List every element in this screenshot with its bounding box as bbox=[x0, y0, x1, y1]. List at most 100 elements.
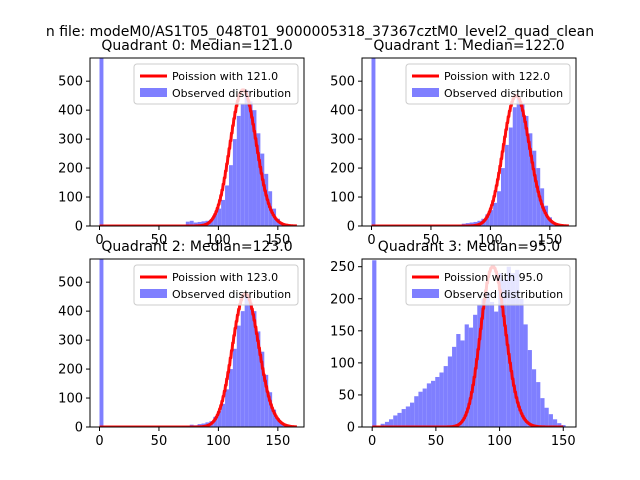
y-tick-label: 250 bbox=[330, 260, 355, 275]
x-tick-label: 0 bbox=[368, 434, 376, 449]
histogram-bar bbox=[456, 334, 461, 427]
histogram-bar bbox=[99, 58, 104, 226]
y-tick-label: 50 bbox=[338, 388, 355, 403]
legend-observed-label: Observed distribution bbox=[444, 87, 563, 100]
poisson-line bbox=[371, 265, 565, 427]
histogram-bar bbox=[493, 202, 498, 226]
histogram-bar bbox=[524, 115, 529, 226]
legend-poisson-label: Poission with 95.0 bbox=[444, 271, 543, 284]
legend-observed-swatch bbox=[140, 289, 167, 298]
x-tick-label: 100 bbox=[487, 434, 512, 449]
y-tick-label: 100 bbox=[330, 191, 355, 206]
histogram-bar bbox=[248, 302, 253, 427]
x-tick-label: 50 bbox=[151, 434, 168, 449]
histogram-bar bbox=[485, 214, 490, 226]
y-tick-label: 400 bbox=[330, 104, 355, 119]
histogram-bar bbox=[414, 396, 419, 427]
subplot-0: 0 50 100 150 0 100 200 300 400 500 Quadrant 0: Med… bbox=[58, 38, 305, 248]
legend-observed-label: Observed distribution bbox=[172, 288, 291, 301]
histogram-bar bbox=[384, 421, 390, 427]
y-tick-label: 500 bbox=[58, 276, 83, 291]
histogram-bar bbox=[508, 127, 513, 226]
histogram-bar bbox=[540, 398, 545, 427]
histogram-bar bbox=[221, 199, 226, 226]
histogram-bar bbox=[519, 298, 524, 427]
histogram-bar bbox=[228, 165, 233, 226]
legend-box bbox=[133, 264, 299, 306]
y-tick-label: 0 bbox=[75, 220, 83, 235]
histogram-bar bbox=[256, 331, 261, 427]
histogram-bar bbox=[225, 185, 229, 226]
histogram-bar bbox=[185, 221, 190, 226]
histogram-bar bbox=[520, 104, 525, 226]
histogram-bar bbox=[426, 383, 432, 427]
histogram-bar bbox=[498, 273, 503, 427]
legend-poisson-label: Poission with 122.0 bbox=[444, 70, 550, 83]
histogram-bar bbox=[248, 101, 253, 226]
x-tick-label: 150 bbox=[551, 434, 576, 449]
y-tick-label: 300 bbox=[330, 133, 355, 148]
histogram-bar bbox=[516, 95, 521, 226]
histogram-bar bbox=[397, 412, 402, 427]
x-tick-label: 150 bbox=[537, 233, 562, 248]
histogram-bar bbox=[557, 423, 562, 427]
histogram-bar bbox=[464, 324, 469, 427]
axes-frame bbox=[89, 57, 305, 227]
histogram-bar bbox=[193, 222, 198, 226]
histogram-bar bbox=[232, 139, 237, 226]
histogram-bar bbox=[272, 409, 277, 427]
histogram-bar bbox=[502, 279, 507, 427]
histogram-bar bbox=[279, 423, 284, 427]
histogram-bar bbox=[561, 425, 566, 427]
histogram-bar bbox=[494, 311, 499, 427]
axes-frame bbox=[361, 57, 577, 227]
y-tick-label: 0 bbox=[75, 421, 83, 436]
histogram-bar bbox=[256, 133, 261, 226]
legend: Poission with 95.0 Observed distribution bbox=[405, 264, 571, 306]
histogram-bar bbox=[422, 388, 427, 427]
y-tick-label: 400 bbox=[58, 104, 83, 119]
histogram-bar bbox=[244, 293, 249, 427]
histogram-bar bbox=[536, 382, 541, 427]
y-tick-label: 0 bbox=[347, 220, 355, 235]
histogram-bar bbox=[435, 376, 440, 427]
histogram-bar bbox=[452, 346, 457, 427]
histogram-bar bbox=[512, 107, 517, 226]
histogram-bar bbox=[418, 391, 423, 427]
histogram-bar bbox=[497, 191, 501, 226]
histogram-bar bbox=[527, 350, 532, 427]
histogram-bar bbox=[477, 305, 482, 427]
histogram-bar bbox=[500, 168, 505, 226]
x-tick-label: 50 bbox=[151, 233, 168, 248]
y-tick-label: 400 bbox=[58, 305, 83, 320]
legend-box bbox=[405, 63, 571, 105]
histogram-bar bbox=[217, 411, 222, 427]
histogram-bar bbox=[240, 104, 245, 226]
legend: Poission with 121.0 Observed distribution bbox=[133, 63, 299, 105]
x-tick-label: 150 bbox=[265, 233, 290, 248]
y-tick-label: 200 bbox=[330, 292, 355, 307]
legend-observed-label: Observed distribution bbox=[172, 87, 291, 100]
histogram-bar bbox=[515, 269, 520, 427]
histogram-bar bbox=[228, 369, 233, 427]
histogram-bar bbox=[447, 356, 453, 427]
histogram-bar bbox=[469, 222, 474, 226]
subplot-title: Quadrant 1: Median=122.0 bbox=[373, 38, 564, 54]
x-tick-label: 50 bbox=[423, 233, 440, 248]
histogram-bar bbox=[240, 311, 245, 427]
legend: Poission with 123.0 Observed distribution bbox=[133, 264, 299, 306]
histogram-bar bbox=[401, 409, 406, 427]
histogram-bar bbox=[481, 298, 486, 427]
histogram-bar bbox=[197, 221, 202, 226]
histogram-bar bbox=[99, 259, 104, 427]
subplot-1: 0 50 100 150 0 100 200 300 400 500 Quadrant 1: Med… bbox=[330, 38, 577, 248]
x-tick-label: 100 bbox=[206, 434, 231, 449]
histogram-bar bbox=[510, 273, 516, 427]
legend-poisson-label: Poission with 121.0 bbox=[172, 70, 278, 83]
histogram-bar bbox=[410, 402, 415, 427]
legend: Poission with 122.0 Observed distribution bbox=[405, 63, 571, 105]
legend-observed-swatch bbox=[412, 88, 439, 97]
y-tick-label: 500 bbox=[330, 75, 355, 90]
y-tick-label: 300 bbox=[58, 133, 83, 148]
